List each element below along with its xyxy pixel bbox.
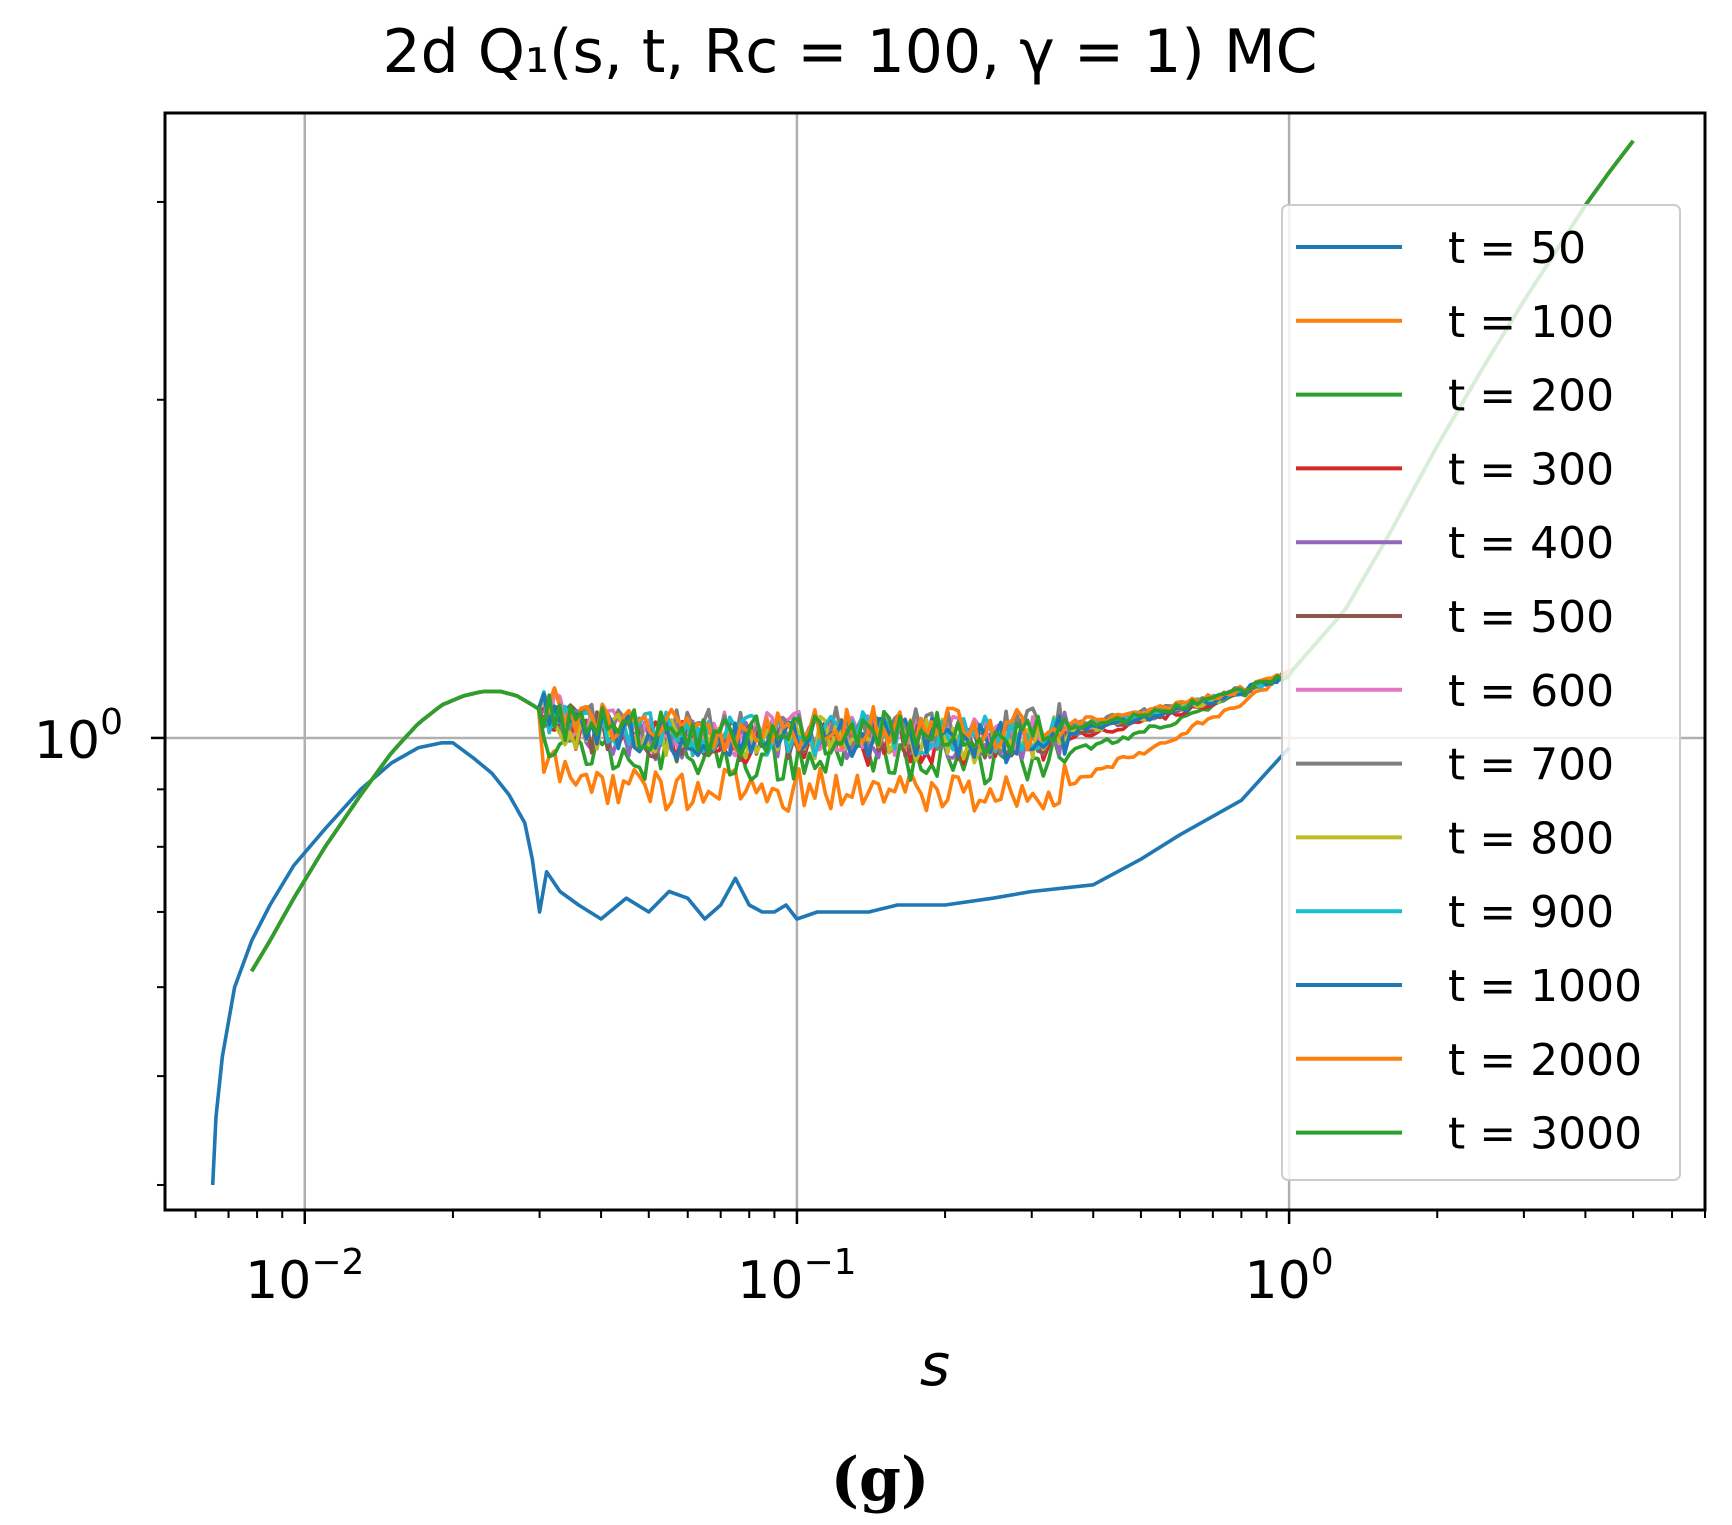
- legend-label: t = 300: [1448, 444, 1614, 495]
- y-tick-label: 100: [34, 702, 123, 771]
- legend-label: t = 2000: [1448, 1035, 1642, 1086]
- figure-caption: (g): [831, 1445, 930, 1515]
- legend: t = 50 t = 100 t = 200 t = 300 t = 400 t = 50…: [1281, 204, 1681, 1181]
- plot-frame: [163, 111, 1707, 1212]
- legend-label: t = 600: [1448, 666, 1614, 717]
- x-tick-label: 100: [1245, 1242, 1334, 1311]
- series-line: [210, 741, 1291, 1186]
- legend-label: t = 50: [1448, 223, 1586, 274]
- x-axis-label: s: [920, 1331, 950, 1399]
- chart-title: 2d Q₁(s, t, Rᴄ = 100, γ = 1) MC: [382, 17, 1317, 87]
- legend-label: t = 3000: [1448, 1109, 1642, 1160]
- legend-label: t = 700: [1448, 740, 1614, 791]
- legend-label: t = 1000: [1448, 961, 1642, 1012]
- y-axis-ticks: 100: [34, 702, 165, 771]
- legend-label: t = 200: [1448, 371, 1614, 422]
- legend-label: t = 500: [1448, 592, 1614, 643]
- x-axis-ticks: 10−2 10−1 100: [245, 1210, 1334, 1311]
- legend-box: [1281, 204, 1681, 1181]
- legend-label: t = 400: [1448, 518, 1614, 569]
- legend-label: t = 100: [1448, 297, 1614, 348]
- legend-label: t = 900: [1448, 887, 1614, 938]
- x-tick-label: 10−1: [737, 1242, 856, 1311]
- x-tick-label: 10−2: [245, 1242, 364, 1311]
- legend-label: t = 800: [1448, 813, 1614, 864]
